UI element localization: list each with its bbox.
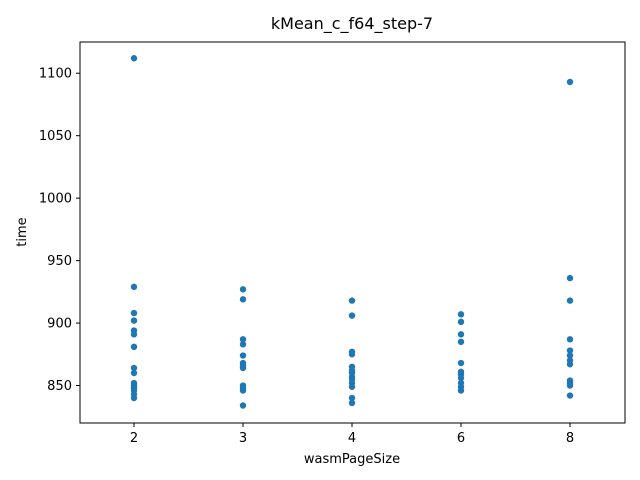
y-axis-label: time bbox=[15, 217, 30, 246]
y-tick-label: 850 bbox=[47, 379, 72, 394]
data-point bbox=[348, 312, 356, 319]
data-point bbox=[457, 374, 465, 382]
data-point bbox=[566, 347, 574, 354]
data-point bbox=[348, 351, 356, 358]
data-point bbox=[239, 341, 247, 348]
data-point bbox=[566, 78, 574, 86]
x-axis: 2 3 4 6 8 bbox=[130, 423, 574, 446]
x-tick-label: 4 bbox=[348, 431, 356, 446]
data-point bbox=[348, 399, 356, 407]
data-point bbox=[130, 283, 138, 291]
x-tick-label: 6 bbox=[457, 431, 465, 446]
x-tick-label: 2 bbox=[130, 431, 138, 446]
x-tick-label: 3 bbox=[239, 431, 247, 446]
data-point bbox=[566, 352, 574, 359]
data-point bbox=[566, 392, 574, 399]
data-point bbox=[566, 297, 574, 304]
y-tick-label: 1100 bbox=[39, 67, 72, 82]
data-point bbox=[457, 311, 465, 318]
data-point bbox=[239, 286, 247, 293]
data-point bbox=[457, 331, 465, 338]
data-point bbox=[239, 364, 247, 372]
x-tick-label: 8 bbox=[566, 431, 574, 446]
data-point bbox=[130, 394, 138, 402]
data-point bbox=[566, 336, 574, 343]
data-point bbox=[457, 338, 465, 346]
data-point bbox=[457, 318, 465, 326]
data-point bbox=[457, 387, 465, 394]
data-point bbox=[566, 274, 574, 282]
x-axis-label: wasmPageSize bbox=[304, 452, 400, 467]
data-point bbox=[130, 55, 138, 62]
data-point bbox=[457, 359, 465, 367]
data-point bbox=[348, 383, 356, 390]
data-point bbox=[239, 336, 247, 343]
data-point bbox=[130, 331, 138, 338]
data-points bbox=[130, 55, 574, 409]
y-tick-label: 1000 bbox=[39, 192, 72, 207]
data-point bbox=[239, 352, 247, 359]
chart-title: kMean_c_f64_step-7 bbox=[271, 14, 433, 34]
data-point bbox=[239, 402, 247, 409]
data-point bbox=[130, 317, 138, 324]
y-axis: 850 900 950 1000 1050 1100 bbox=[39, 67, 80, 394]
y-tick-label: 1050 bbox=[39, 129, 72, 144]
data-point bbox=[130, 343, 138, 350]
y-tick-label: 900 bbox=[47, 317, 72, 332]
data-point bbox=[348, 297, 356, 304]
y-tick-label: 950 bbox=[47, 254, 72, 269]
data-point bbox=[130, 364, 138, 372]
data-point bbox=[348, 394, 356, 402]
data-point bbox=[130, 309, 138, 317]
data-point bbox=[130, 369, 138, 377]
data-point bbox=[239, 387, 247, 394]
data-point bbox=[239, 296, 247, 303]
data-point bbox=[566, 382, 574, 389]
data-point bbox=[566, 361, 574, 368]
